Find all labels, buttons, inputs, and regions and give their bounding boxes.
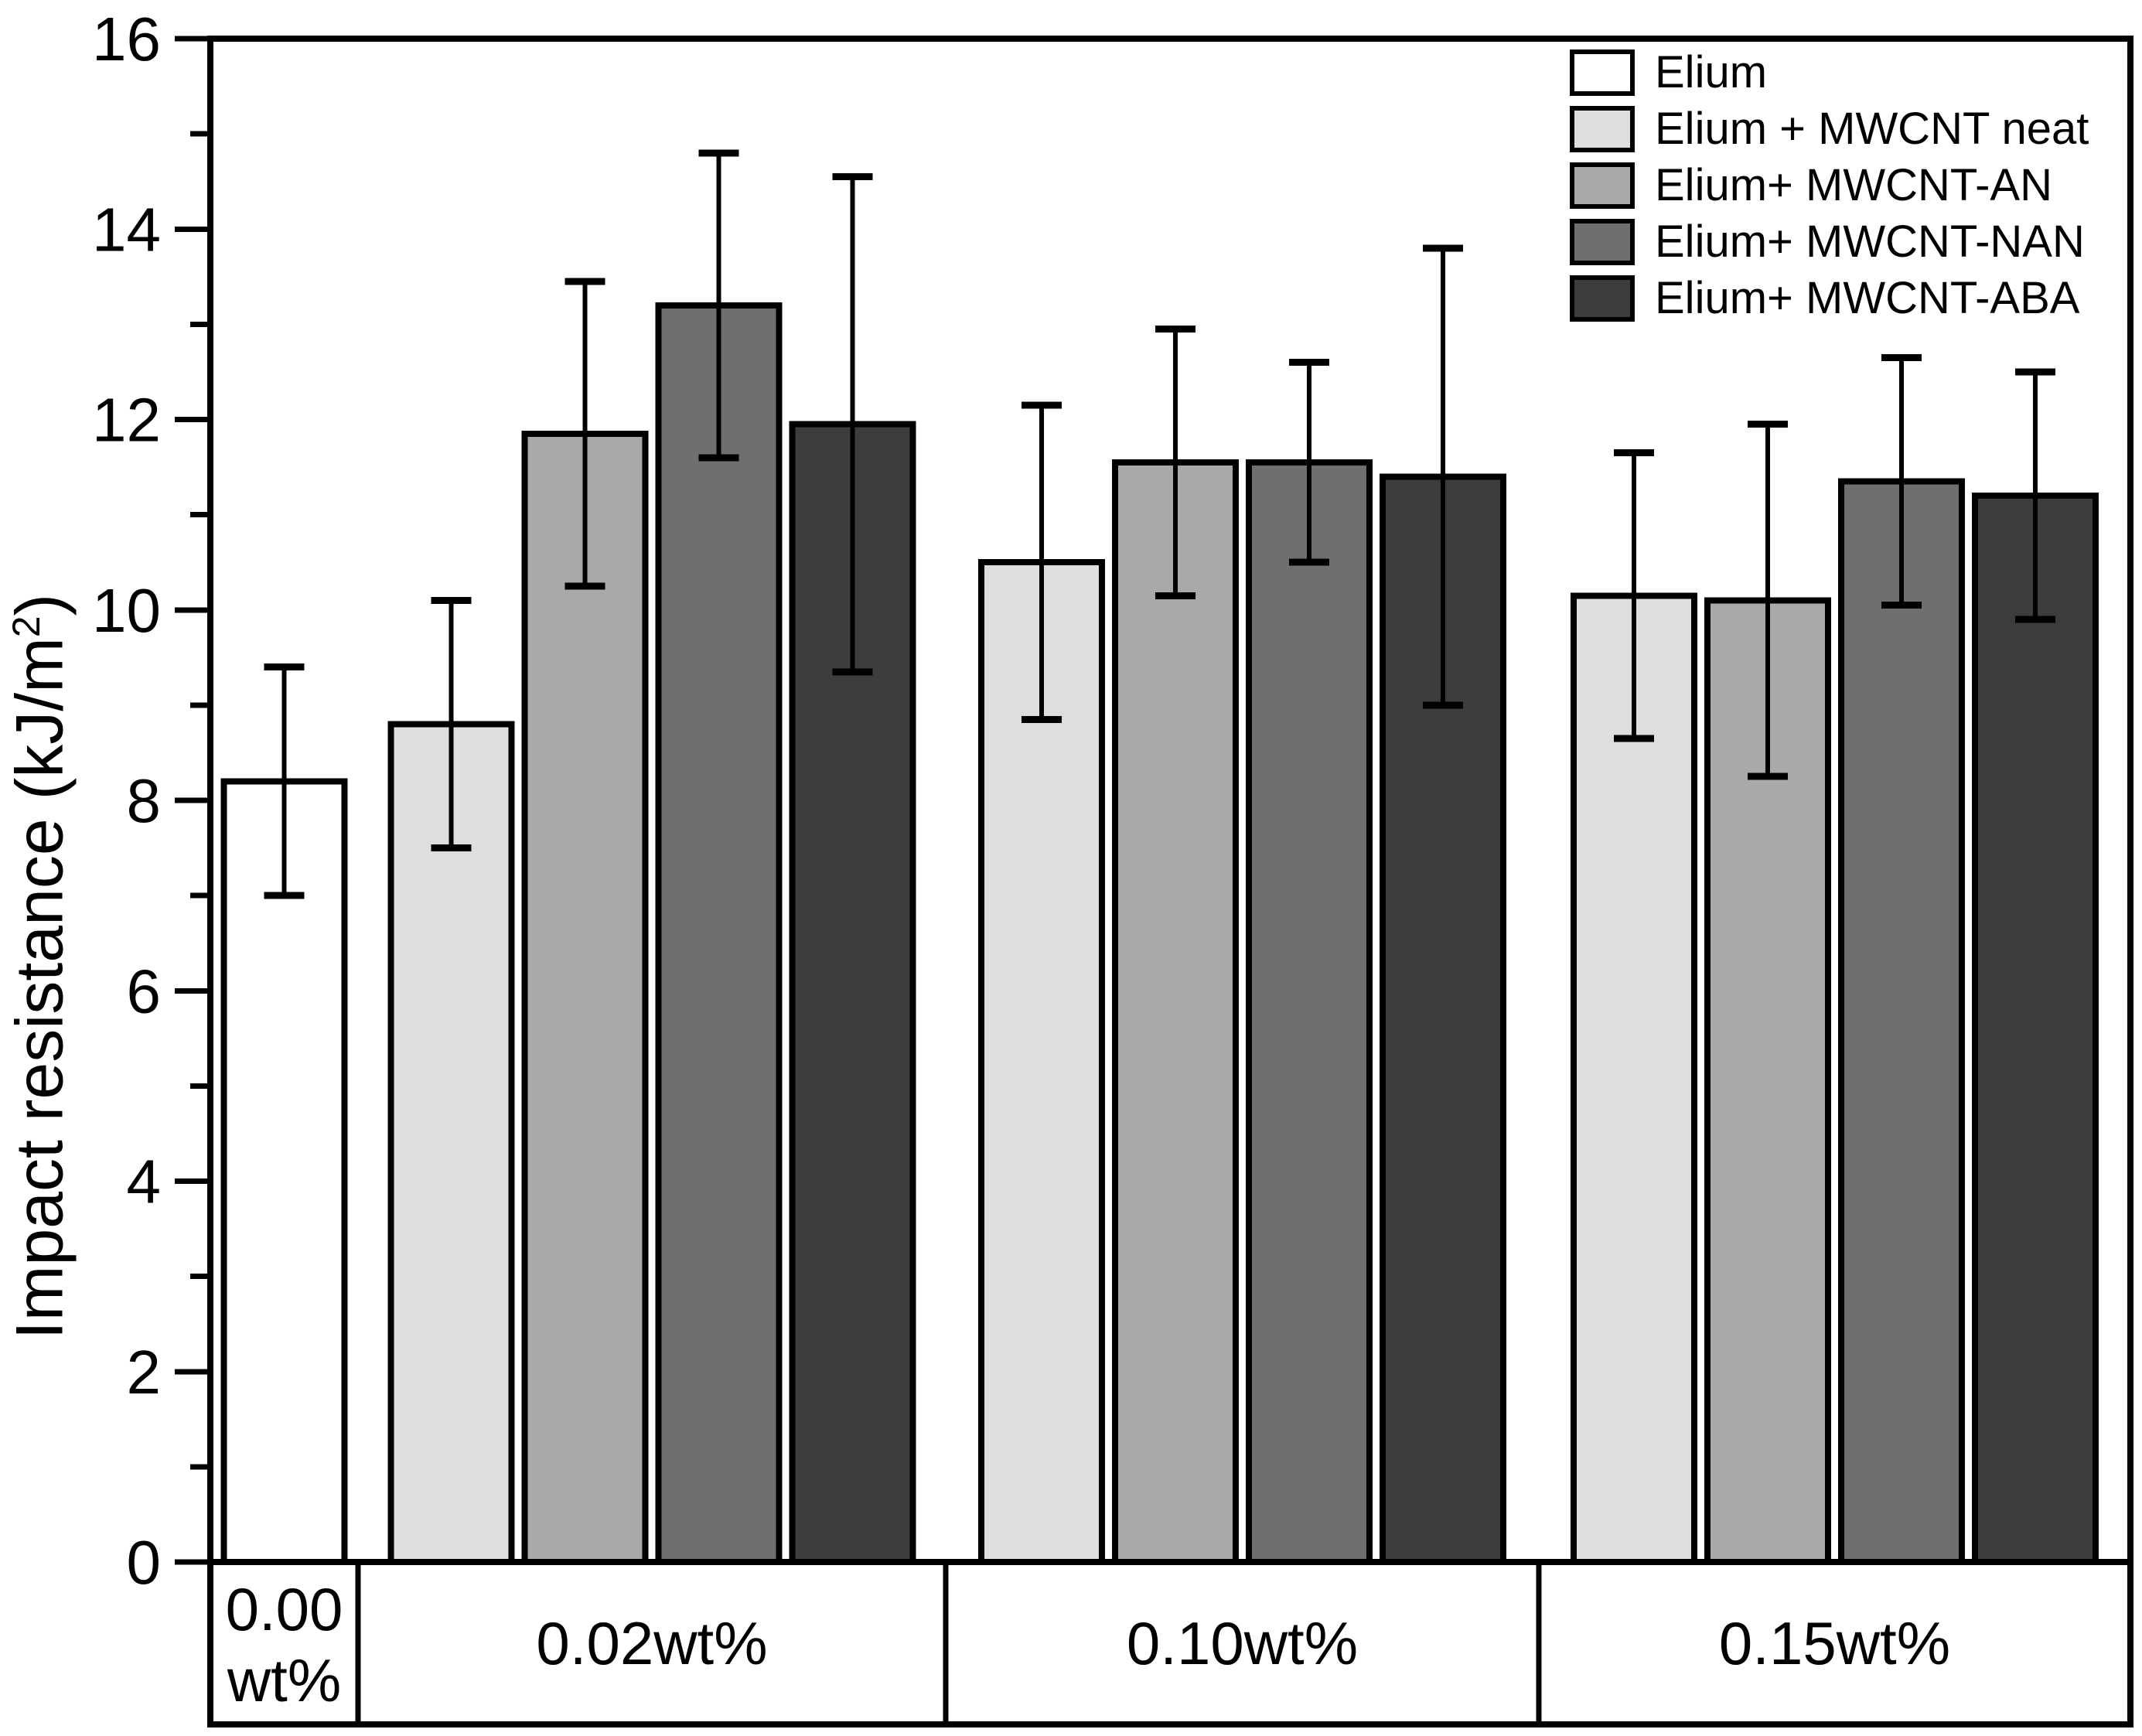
legend-label-3: Elium+ MWCNT-NAN (1655, 217, 2085, 267)
y-axis-title-close: ) (2, 593, 77, 616)
bar-0.02wt%-Elium-MWCNT-AN (521, 430, 649, 1565)
bar-0.10wt%-Elium-MWCNT-AN (1112, 459, 1239, 1565)
category-label-0.15wt%: 0.15wt% (1719, 1609, 1950, 1677)
bar-0.10wt%-Elium-MWCNT-NAN (1246, 459, 1373, 1565)
y-tick-label-6: 6 (127, 957, 162, 1025)
legend-row: Elium (1570, 49, 2089, 96)
bar-0.15wt%-Elium-MWCNT-NAN (1838, 478, 1965, 1565)
legend-label-1: Elium + MWCNT neat (1655, 104, 2089, 154)
y-tick-label-16: 16 (92, 5, 161, 73)
legend-row: Elium+ MWCNT-NAN (1570, 219, 2089, 265)
legend-label-0: Elium (1655, 47, 1768, 97)
legend: Elium Elium + MWCNT neat Elium+ MWCNT-AN El… (1570, 49, 2089, 322)
y-tick-label-10: 10 (92, 576, 161, 645)
legend-row: Elium+ MWCNT-ABA (1570, 275, 2089, 322)
y-tick-label-14: 14 (92, 195, 161, 264)
legend-swatch-2 (1570, 162, 1635, 209)
legend-swatch-1 (1570, 106, 1635, 152)
legend-swatch-0 (1570, 49, 1635, 96)
bar-0.15wt%-Elium-MWCNT-ABA (1972, 493, 2099, 1565)
category-label-0.10wt%: 0.10wt% (1127, 1609, 1358, 1677)
bar-0.00wt%-Elium (220, 778, 348, 1565)
y-tick-label-4: 4 (127, 1148, 162, 1216)
y-tick-label-0: 0 (127, 1528, 162, 1597)
y-axis-title-text: Impact resistance (kJ/m (2, 637, 77, 1340)
category-label-0.02wt%: 0.02wt% (536, 1609, 767, 1677)
y-tick-label-2: 2 (127, 1338, 162, 1407)
legend-label-4: Elium+ MWCNT-ABA (1655, 273, 2080, 323)
y-tick-label-8: 8 (127, 766, 162, 835)
y-tick-label-12: 12 (92, 386, 161, 455)
legend-swatch-4 (1570, 275, 1635, 322)
y-axis-title: Impact resistance (kJ/m2) (2, 594, 79, 1339)
legend-row: Elium + MWCNT neat (1570, 106, 2089, 152)
legend-label-2: Elium+ MWCNT-AN (1655, 160, 2052, 210)
category-label-0.00wt%: 0.00 wt% (226, 1575, 343, 1714)
category-strip-frame (207, 1559, 2133, 1727)
legend-row: Elium+ MWCNT-AN (1570, 162, 2089, 209)
bar-0.02wt%-Elium-MWCNT-NAN (655, 302, 783, 1565)
y-axis-title-superscript: 2 (4, 616, 48, 638)
legend-swatch-3 (1570, 219, 1635, 265)
